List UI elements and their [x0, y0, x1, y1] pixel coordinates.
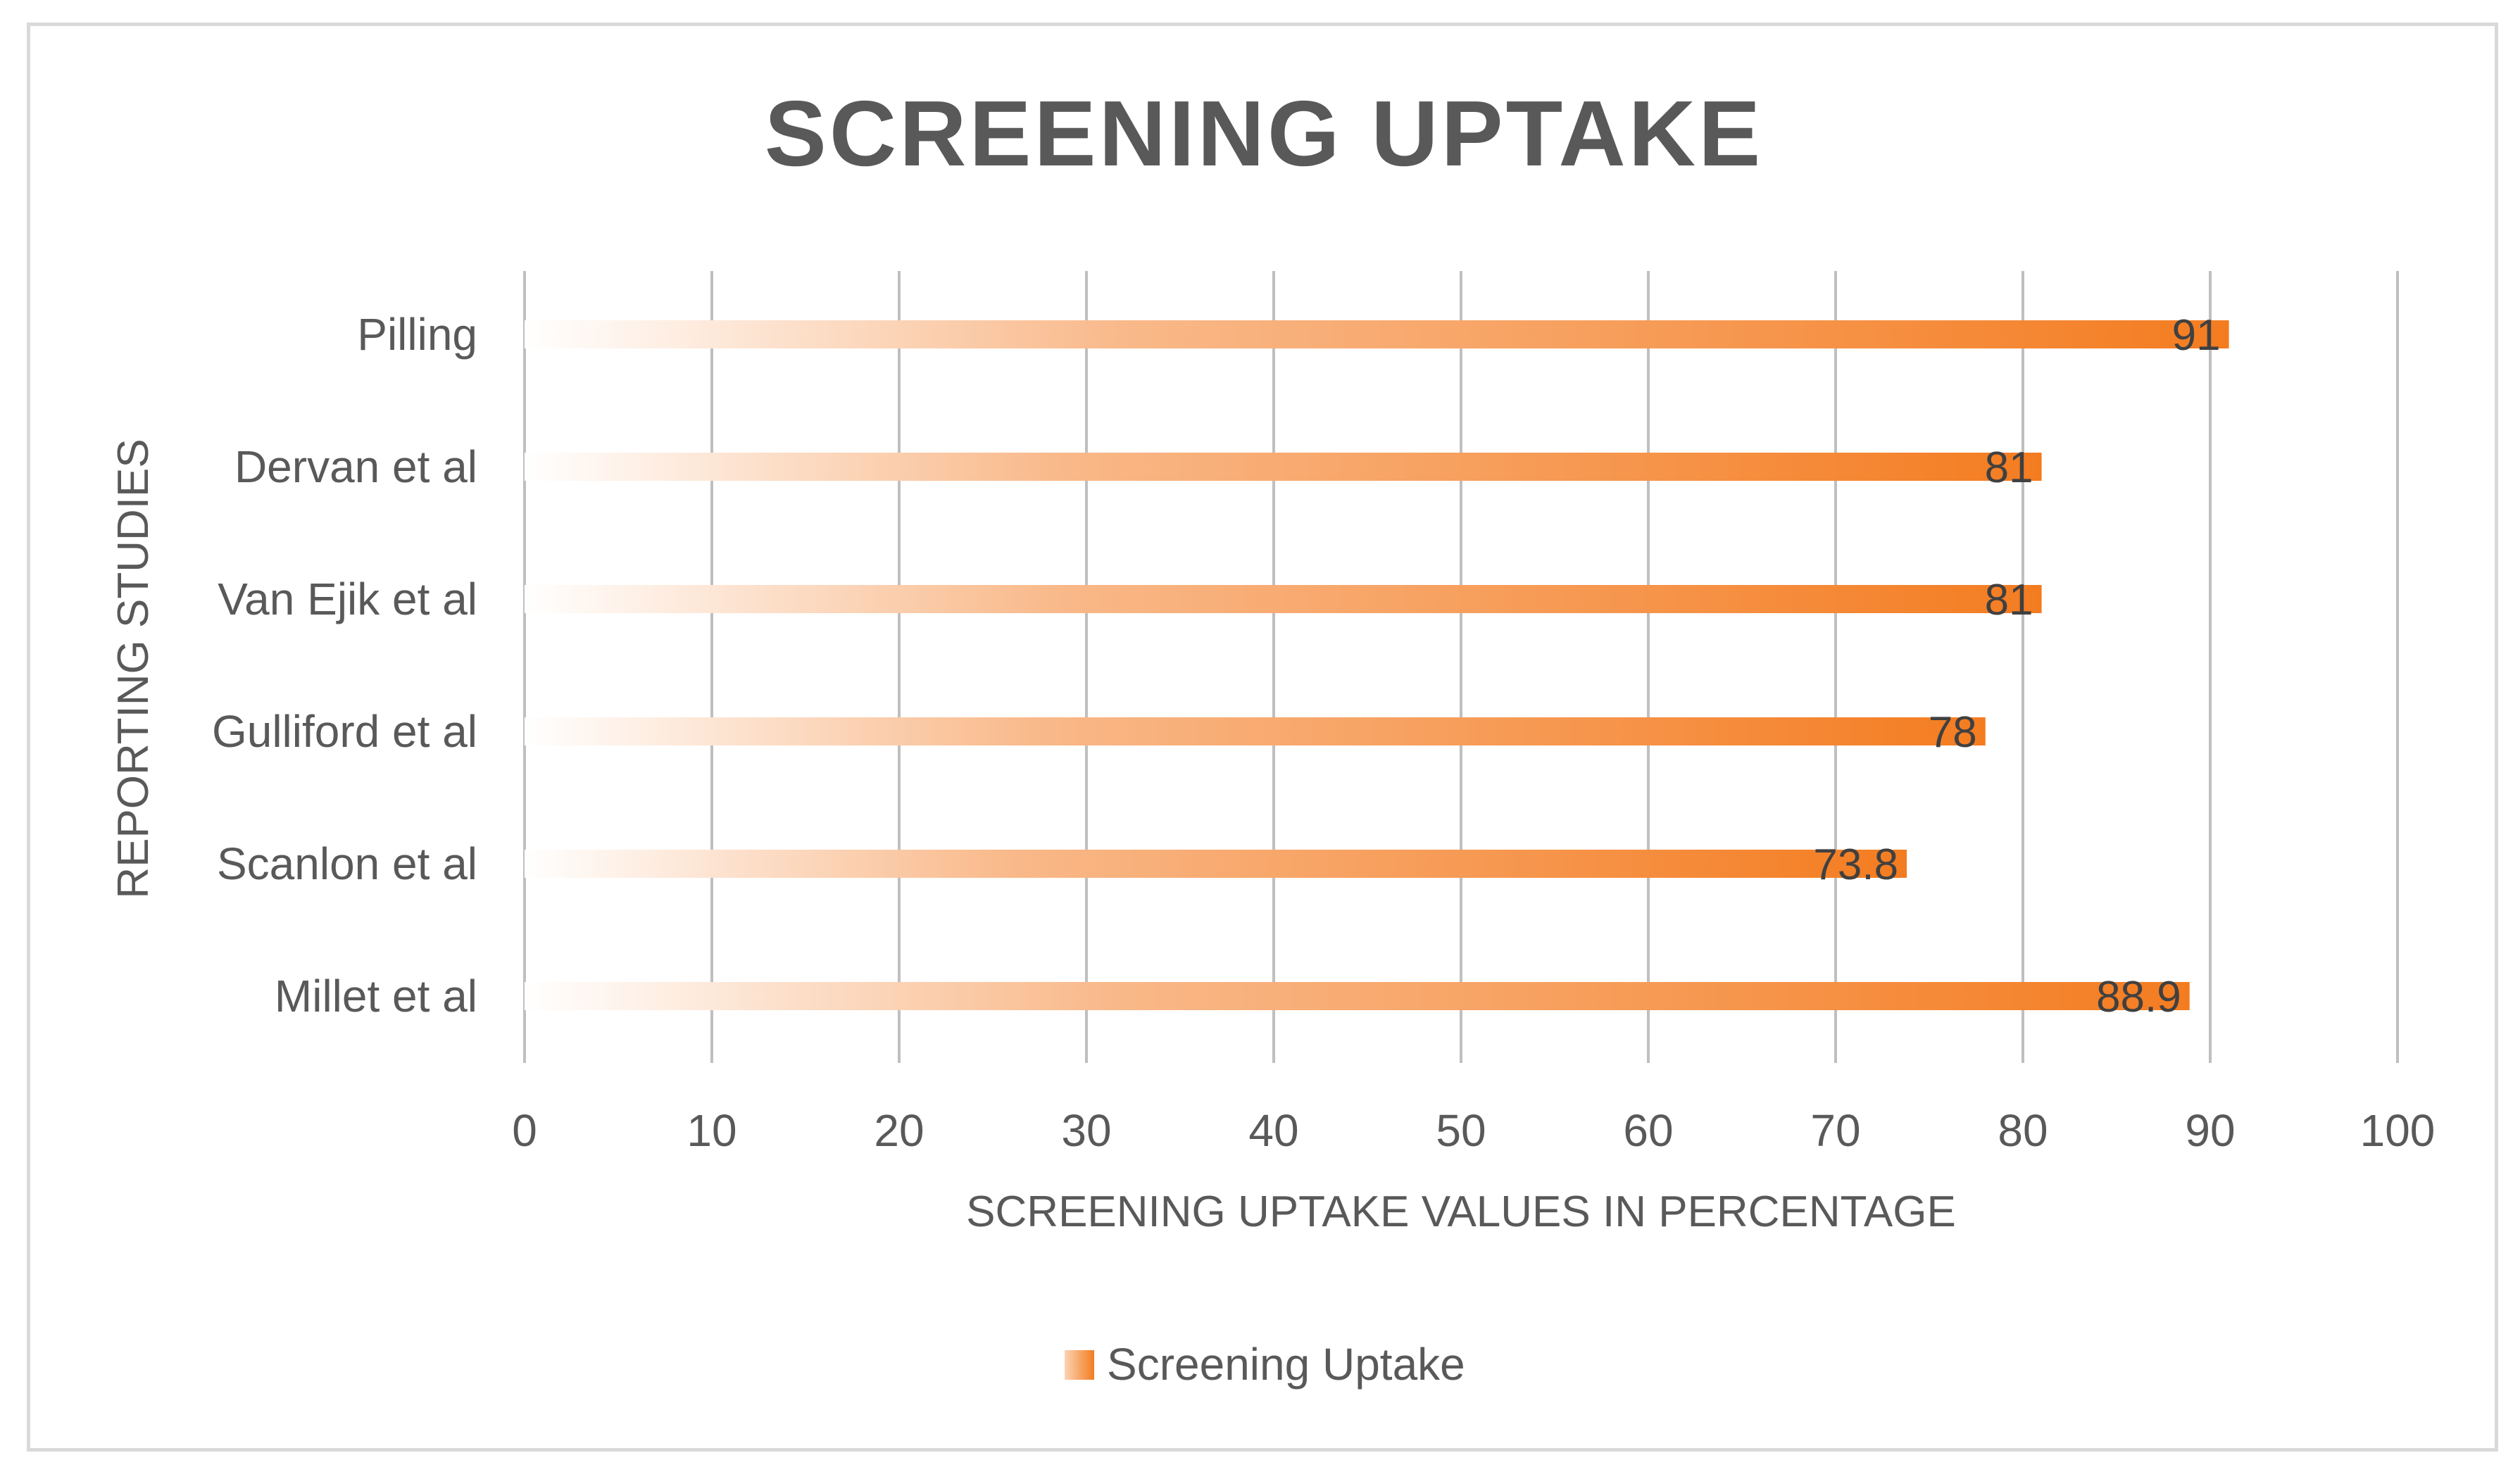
bar [525, 850, 1907, 878]
category-label: Gulliford et al [212, 706, 477, 757]
x-tick-label: 100 [2360, 1105, 2436, 1156]
bar [525, 453, 2042, 481]
data-labels: 91 81 81 78 73.8 88.9 [1813, 311, 2220, 1021]
x-tick-label: 60 [1623, 1105, 1673, 1156]
bar [525, 982, 2190, 1010]
category-label: Van Ejik et al [218, 574, 477, 624]
data-label: 88.9 [2096, 973, 2181, 1021]
x-tick-label: 10 [687, 1105, 736, 1156]
category-label: Dervan et al [234, 441, 477, 492]
category-label: Pilling [357, 309, 477, 360]
gridlines [523, 271, 2399, 1063]
x-tick-label: 70 [1810, 1105, 1860, 1156]
x-tick-label: 30 [1061, 1105, 1111, 1156]
bar [525, 320, 2229, 348]
x-axis-title: SCREENING UPTAKE VALUES IN PERCENTAGE [966, 1188, 1956, 1236]
bar [525, 717, 1986, 745]
bar [525, 585, 2042, 613]
y-axis-title: REPORTING STUDIES [109, 439, 158, 898]
legend-label: Screening Uptake [1107, 1339, 1465, 1390]
data-label: 73.8 [1813, 841, 1898, 889]
data-label: 91 [2172, 311, 2221, 360]
x-tick-label: 80 [1998, 1105, 2048, 1156]
category-label: Scanlon et al [217, 838, 477, 889]
x-tick-label: 0 [512, 1105, 537, 1156]
x-tick-label: 40 [1248, 1105, 1298, 1156]
category-labels: Pilling Dervan et al Van Ejik et al Gullifo… [212, 309, 477, 1021]
bars [525, 320, 2229, 1010]
legend: Screening Uptake [1065, 1339, 1465, 1390]
x-tick-labels: 0 10 20 30 40 50 60 70 80 90 100 [512, 1105, 2435, 1156]
data-label: 81 [1985, 576, 2033, 624]
x-tick-label: 20 [874, 1105, 924, 1156]
x-tick-label: 50 [1436, 1105, 1486, 1156]
category-label: Millet et al [275, 971, 477, 1021]
data-label: 81 [1985, 443, 2033, 492]
data-label: 78 [1929, 708, 1977, 757]
legend-swatch [1065, 1350, 1094, 1380]
x-tick-label: 90 [2185, 1105, 2235, 1156]
chart-title: SCREENING UPTAKE [765, 82, 1763, 185]
